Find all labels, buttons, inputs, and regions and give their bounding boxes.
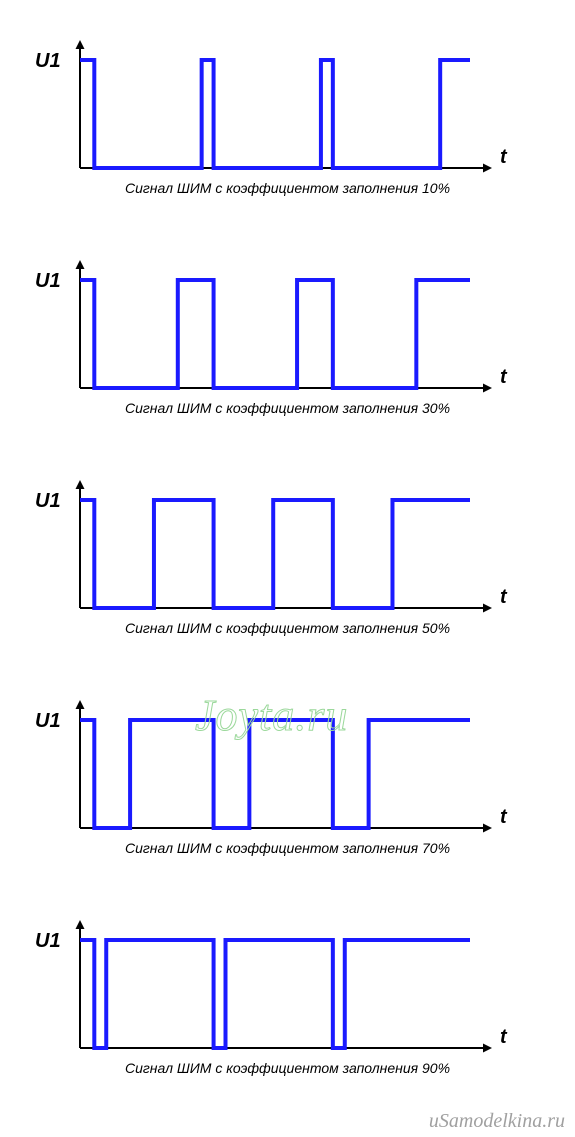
chart-caption: Сигнал ШИМ с коэффициентом заполнения 50… xyxy=(0,620,575,636)
x-axis-label: t xyxy=(500,1026,507,1049)
x-axis-arrowhead-icon xyxy=(483,1044,492,1053)
watermark-usamodelkina: uSamodelkina.ru xyxy=(429,1110,565,1133)
x-axis-label: t xyxy=(500,146,507,169)
y-axis-label: U1 xyxy=(35,490,61,513)
chart-caption: Сигнал ШИМ с коэффициентом заполнения 30… xyxy=(0,400,575,416)
y-axis-arrowhead-icon xyxy=(76,920,85,929)
y-axis-label: U1 xyxy=(35,270,61,293)
pwm-waveform xyxy=(80,940,470,1048)
y-axis-label: U1 xyxy=(35,50,61,73)
watermark-joyta: Joyta.ru xyxy=(195,690,348,741)
x-axis-arrowhead-icon xyxy=(483,824,492,833)
y-axis-arrowhead-icon xyxy=(76,40,85,49)
y-axis-label: U1 xyxy=(35,930,61,953)
x-axis-arrowhead-icon xyxy=(483,604,492,613)
y-axis-label: U1 xyxy=(35,710,61,733)
y-axis-arrowhead-icon xyxy=(76,480,85,489)
chart-caption: Сигнал ШИМ с коэффициентом заполнения 10… xyxy=(0,180,575,196)
x-axis-arrowhead-icon xyxy=(483,384,492,393)
pwm-chart-90: U1 t Сигнал ШИМ с коэффициентом заполнения… xyxy=(0,920,575,1130)
chart-caption: Сигнал ШИМ с коэффициентом заполнения 70… xyxy=(0,840,575,856)
pwm-chart-30: U1 t Сигнал ШИМ с коэффициентом заполнения… xyxy=(0,260,575,470)
x-axis-label: t xyxy=(500,586,507,609)
pwm-chart-10: U1 t Сигнал ШИМ с коэффициентом заполнения… xyxy=(0,40,575,250)
pwm-waveform xyxy=(80,500,470,608)
x-axis-label: t xyxy=(500,366,507,389)
pwm-waveform xyxy=(80,60,470,168)
pwm-chart-50: U1 t Сигнал ШИМ с коэффициентом заполнения… xyxy=(0,480,575,690)
y-axis-arrowhead-icon xyxy=(76,260,85,269)
pwm-waveform xyxy=(80,280,470,388)
x-axis-arrowhead-icon xyxy=(483,164,492,173)
y-axis-arrowhead-icon xyxy=(76,700,85,709)
chart-caption: Сигнал ШИМ с коэффициентом заполнения 90… xyxy=(0,1060,575,1076)
x-axis-label: t xyxy=(500,806,507,829)
